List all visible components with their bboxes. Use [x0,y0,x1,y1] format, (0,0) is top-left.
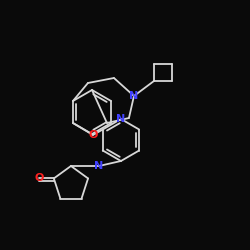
Text: N: N [116,114,126,124]
Text: O: O [34,174,43,184]
Text: O: O [88,130,98,140]
Text: N: N [94,161,104,171]
Text: N: N [129,91,138,101]
